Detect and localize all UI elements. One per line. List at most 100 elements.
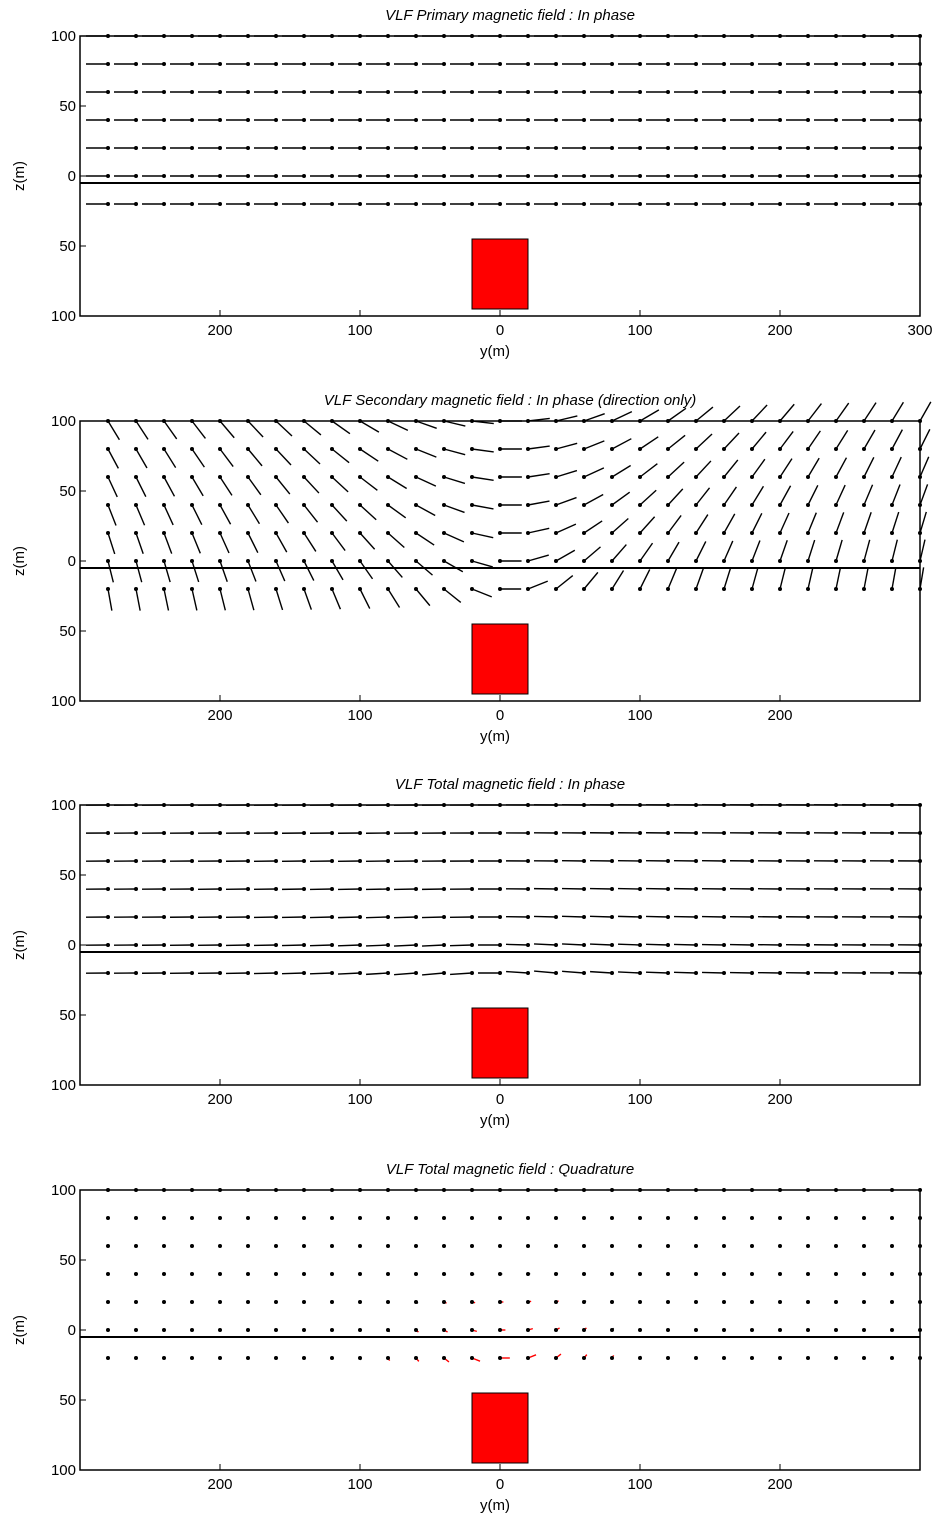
vector-origin-dot [358, 1300, 362, 1304]
vector-origin-dot [582, 587, 586, 591]
vector-origin-dot [442, 1356, 446, 1360]
x-tick-label: 200 [207, 1091, 232, 1108]
vector-origin-dot [862, 447, 866, 451]
vector-origin-dot [498, 1216, 502, 1220]
vector-origin-dot [246, 118, 250, 122]
vector-origin-dot [750, 1216, 754, 1220]
vector-origin-dot [750, 202, 754, 206]
field-vector [891, 484, 901, 506]
vector-origin-dot [358, 174, 362, 178]
vector-origin-dot [834, 1356, 838, 1360]
vector-origin-dot [134, 1300, 138, 1304]
vector-origin-dot [470, 146, 474, 150]
vector-origin-dot [470, 1244, 474, 1248]
vector-origin-dot [302, 202, 306, 206]
field-vector [919, 511, 927, 534]
vector-origin-dot [246, 1356, 250, 1360]
field-vector [163, 560, 171, 583]
x-tick-label: 300 [907, 322, 932, 339]
field-vector [583, 413, 605, 422]
vector-origin-dot [610, 559, 614, 563]
vector-origin-dot [218, 90, 222, 94]
field-vector [673, 971, 697, 974]
x-tick-label: 200 [767, 707, 792, 724]
vector-origin-dot [134, 531, 138, 535]
vector-origin-dot [526, 831, 530, 835]
vector-origin-dot [582, 531, 586, 535]
vector-origin-dot [582, 943, 586, 947]
field-vector [135, 532, 144, 554]
vector-origin-dot [134, 503, 138, 507]
vector-origin-dot [106, 887, 110, 891]
field-vector [673, 943, 697, 946]
vector-origin-dot [386, 971, 390, 975]
vector-origin-dot [638, 531, 642, 535]
y-tick-label: 50 [59, 1007, 76, 1024]
field-vector [723, 405, 741, 422]
vector-origin-dot [414, 559, 418, 563]
vector-origin-dot [890, 503, 894, 507]
vector-origin-dot [666, 475, 670, 479]
field-vector [449, 944, 473, 947]
vector-origin-dot [498, 202, 502, 206]
vector-origin-dot [778, 943, 782, 947]
vector-origin-dot [302, 1244, 306, 1248]
vector-origin-dot [750, 587, 754, 591]
vector-origin-dot [806, 859, 810, 863]
vector-origin-dot [218, 447, 222, 451]
field-vector [247, 588, 255, 611]
vector-origin-dot [414, 1244, 418, 1248]
field-vector [779, 403, 795, 422]
field-vector [583, 440, 605, 450]
vector-origin-dot [610, 90, 614, 94]
vector-origin-dot [498, 1244, 502, 1248]
vector-origin-dot [218, 971, 222, 975]
vector-origin-dot [778, 202, 782, 206]
vector-origin-dot [638, 971, 642, 975]
vector-origin-dot [246, 503, 250, 507]
vector-origin-dot [302, 859, 306, 863]
vector-origin-dot [330, 587, 334, 591]
vector-origin-dot [246, 174, 250, 178]
vector-origin-dot [806, 915, 810, 919]
vector-origin-dot [470, 587, 474, 591]
field-vector [415, 504, 436, 517]
vector-origin-dot [218, 859, 222, 863]
vector-origin-dot [582, 146, 586, 150]
vector-origin-dot [778, 1356, 782, 1360]
vector-origin-dot [330, 90, 334, 94]
vector-origin-dot [638, 1300, 642, 1304]
vector-origin-dot [218, 1356, 222, 1360]
vector-origin-dot [554, 118, 558, 122]
vector-origin-dot [806, 503, 810, 507]
vector-origin-dot [526, 559, 530, 563]
vector-origin-dot [834, 174, 838, 178]
vector-origin-dot [498, 559, 502, 563]
y-tick-label: 0 [68, 168, 76, 185]
vector-origin-dot [190, 62, 194, 66]
y-tick-label: 100 [51, 797, 76, 814]
vector-origin-dot [890, 831, 894, 835]
vector-origin-dot [414, 202, 418, 206]
vector-origin-dot [134, 943, 138, 947]
vector-origin-dot [666, 887, 670, 891]
vector-origin-dot [610, 62, 614, 66]
vector-origin-dot [862, 943, 866, 947]
vector-origin-dot [750, 146, 754, 150]
vector-origin-dot [470, 971, 474, 975]
vector-origin-dot [526, 447, 530, 451]
vector-origin-dot [750, 90, 754, 94]
vector-origin-dot [106, 859, 110, 863]
vector-origin-dot [358, 1356, 362, 1360]
vector-origin-dot [106, 90, 110, 94]
vector-origin-dot [582, 559, 586, 563]
vector-origin-dot [778, 1216, 782, 1220]
field-vector [393, 916, 417, 919]
y-axis-label: z(m) [11, 161, 28, 191]
field-vector [421, 944, 445, 947]
vector-origin-dot [834, 1244, 838, 1248]
vector-origin-dot [302, 531, 306, 535]
field-vector [835, 512, 845, 534]
field-vector [527, 554, 549, 562]
vector-origin-dot [862, 62, 866, 66]
